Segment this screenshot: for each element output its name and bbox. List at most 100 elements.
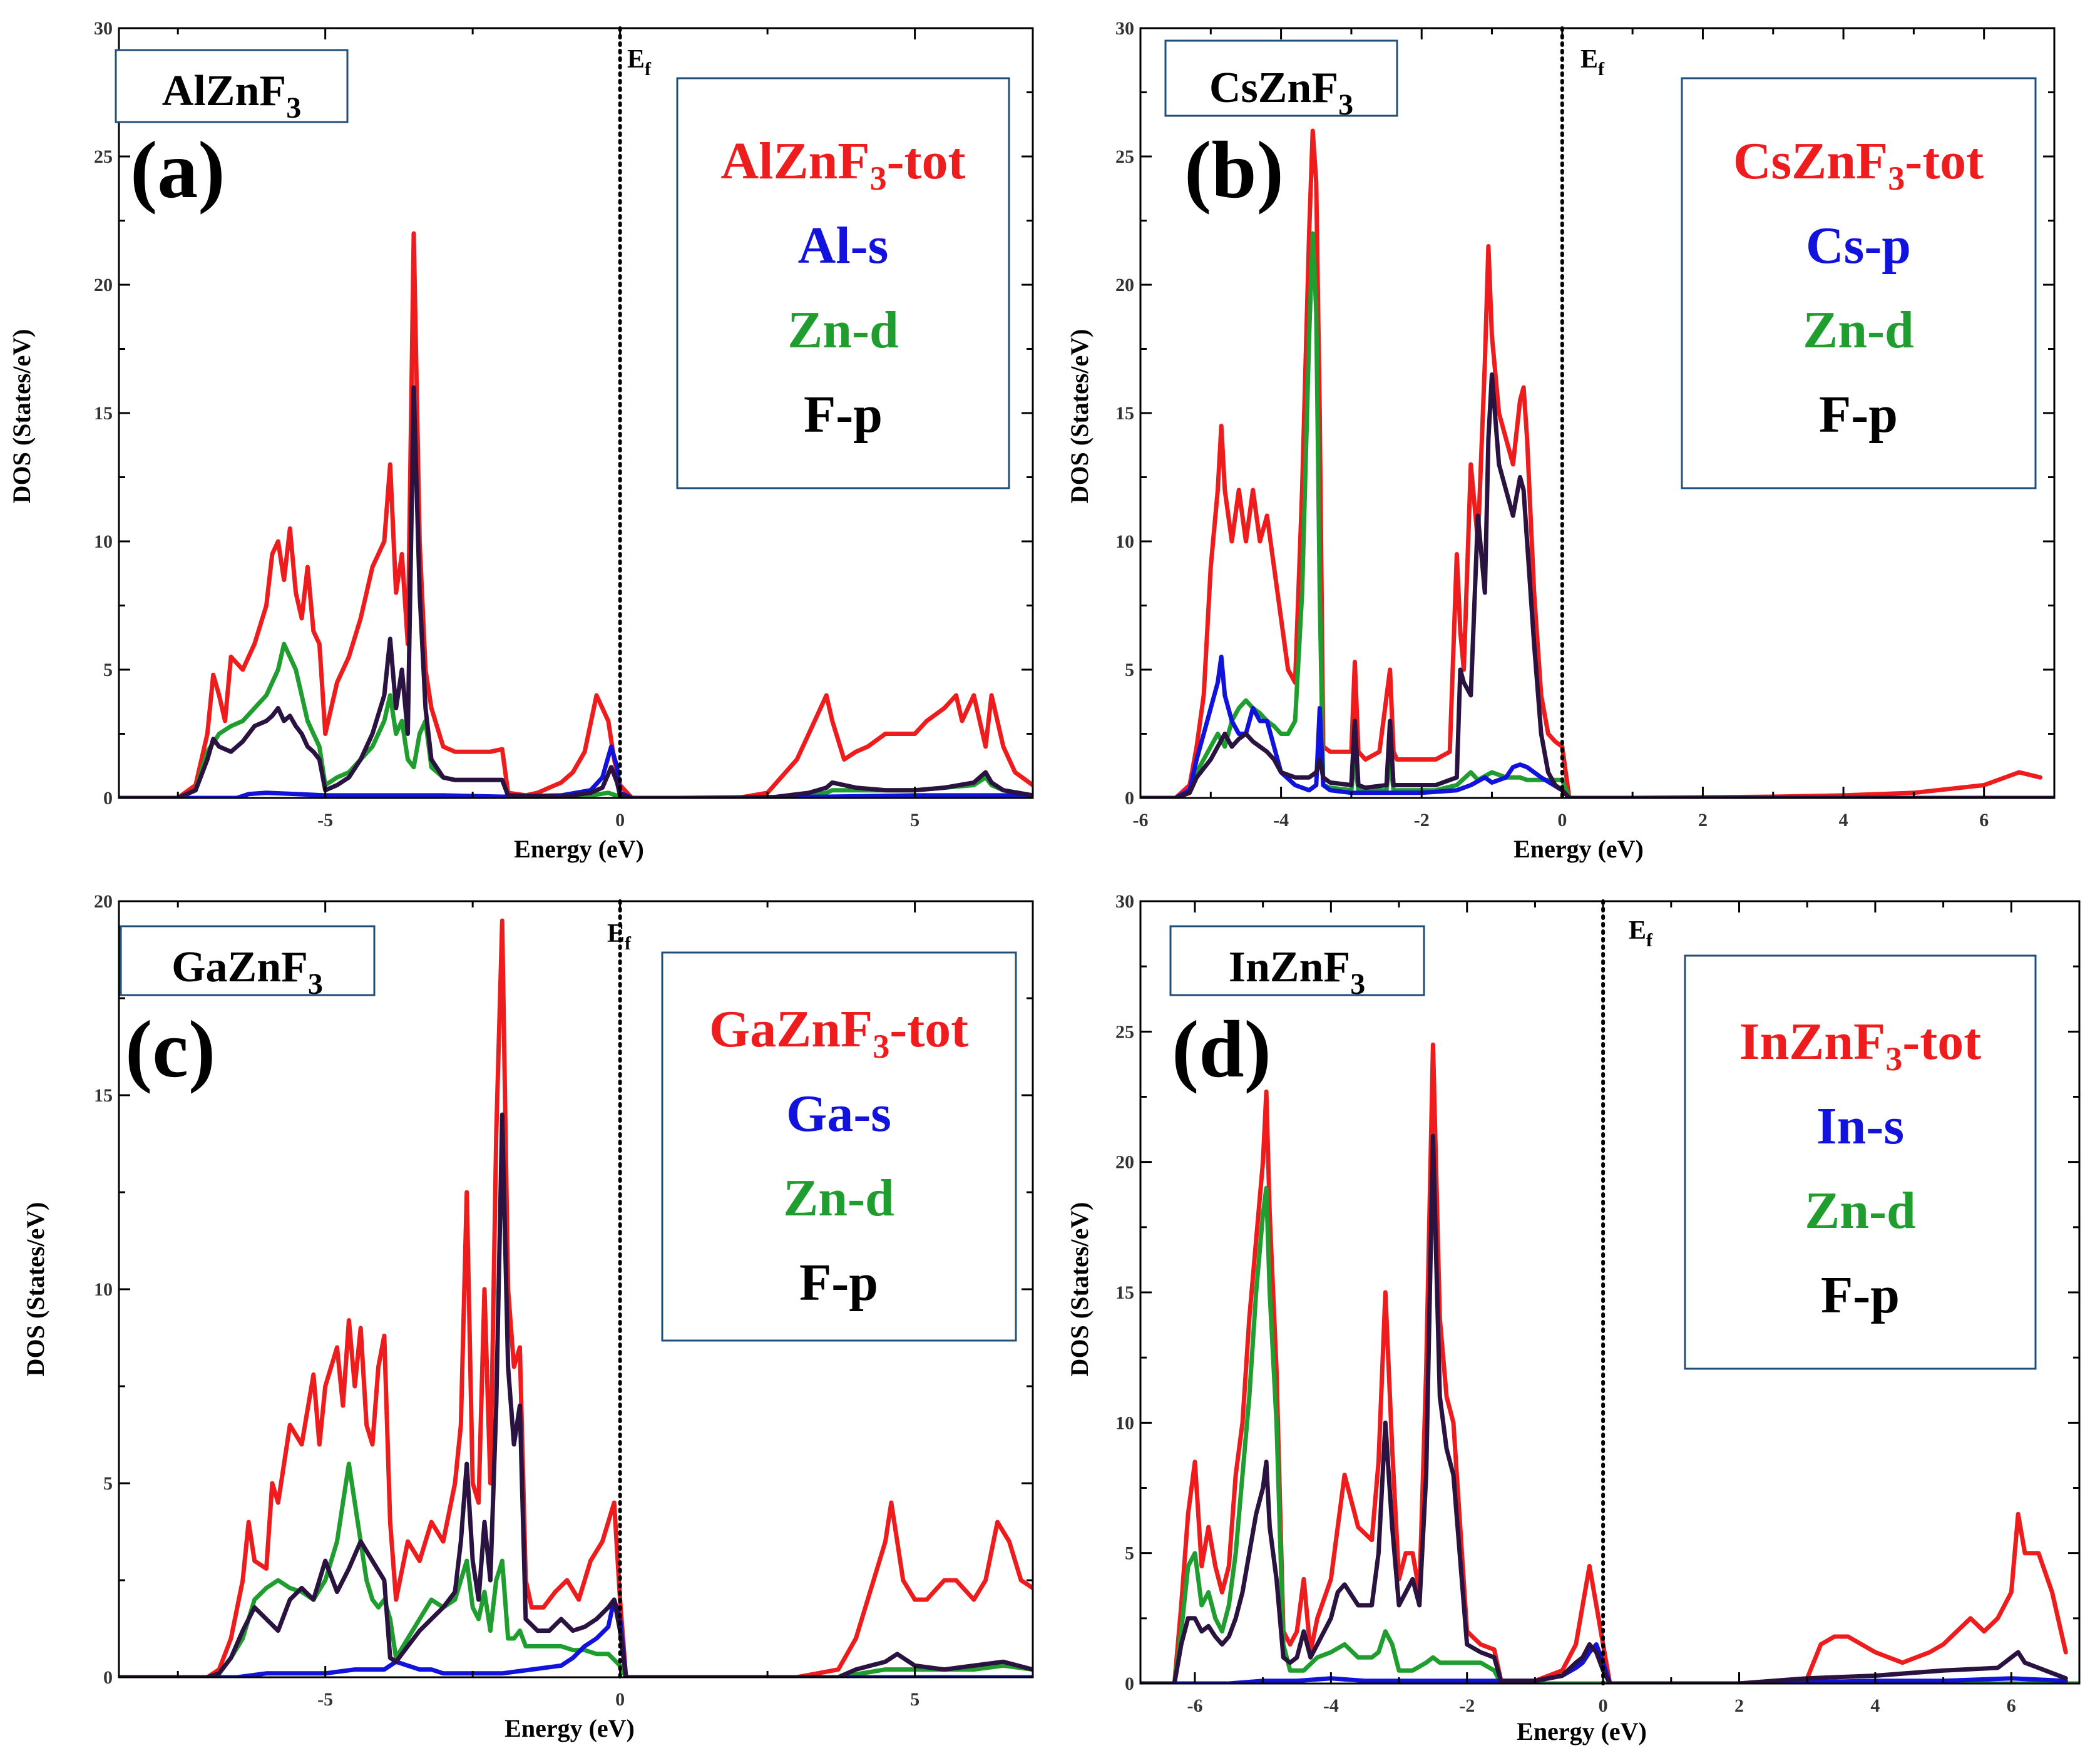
legend-entry: GaZnF3-tot [709, 1000, 968, 1065]
dos-series-line [1140, 1133, 2068, 1684]
y-tick-label: 30 [94, 18, 113, 39]
y-tick-label: 25 [1115, 146, 1134, 167]
x-tick-label: -4 [1273, 810, 1289, 830]
legend-entry: F-p [1821, 1266, 1900, 1324]
y-tick-label: 30 [1115, 18, 1134, 39]
dos-curves [119, 231, 1033, 798]
y-tick-label: 25 [1115, 1021, 1134, 1042]
legend-entry: Cs-p [1806, 217, 1911, 275]
fermi-level-label: Ef [627, 45, 652, 79]
legend-entry: F-p [1819, 386, 1898, 444]
legend-box [1681, 77, 2037, 489]
x-tick-label: -6 [1133, 810, 1149, 830]
legend-entry: Zn-d [1805, 1182, 1915, 1240]
legend-entry: Zn-d [1803, 301, 1913, 359]
x-axis-label: Energy (eV) [1514, 835, 1644, 863]
dos-series-line [119, 918, 1033, 1677]
x-tick-label: 6 [1979, 810, 1989, 830]
y-tick-label: 5 [1125, 1543, 1134, 1564]
x-tick-label: 2 [1734, 1695, 1744, 1716]
x-axis-label: Energy (eV) [1517, 1717, 1647, 1745]
compound-label-box [1169, 925, 1425, 996]
legend-box [676, 77, 1010, 489]
panel-letter: (a) [130, 125, 225, 215]
fermi-level-label: Ef [607, 919, 632, 954]
legend-entry: AlZnF3-tot [721, 132, 966, 197]
compound-label: AlZnF3 [162, 67, 301, 125]
panel-letter: (b) [1184, 125, 1284, 215]
y-tick-label: 0 [103, 788, 113, 809]
y-axis-label: DOS (States/eV) [1065, 1202, 1094, 1377]
x-tick-label: 0 [1557, 810, 1567, 830]
y-tick-label: 20 [94, 275, 113, 295]
y-tick-label: 5 [103, 1473, 113, 1494]
dos-series-line [119, 231, 1033, 798]
dos-panel-1: Ef -5 0 5 0 5 10 15 20 25 30 Energy (eV) DOS (States… [8, 18, 1034, 863]
y-tick-label: 20 [94, 891, 113, 912]
x-tick-label: 5 [910, 1689, 919, 1710]
dos-series-line [1140, 128, 2042, 798]
dos-panel-2: Ef -6 -4 -2 0 2 4 6 0 5 10 15 20 25 30 Energy (eV) DOS (… [1065, 18, 2056, 863]
panel-letter: (d) [1172, 1004, 1271, 1095]
x-tick-label: -5 [317, 810, 333, 830]
y-tick-label: 0 [1125, 1674, 1134, 1694]
dos-series-line [1140, 1185, 2079, 1684]
x-tick-label: 0 [615, 810, 625, 830]
y-tick-label: 10 [94, 531, 113, 552]
y-tick-label: 10 [1115, 531, 1134, 552]
dos-series-line [119, 1461, 1033, 1677]
y-tick-label: 25 [94, 146, 113, 167]
x-tick-label: 5 [910, 810, 919, 830]
y-tick-label: 0 [103, 1667, 113, 1688]
legend-entry: Zn-d [783, 1169, 894, 1227]
x-axis-label: Energy (eV) [514, 835, 644, 863]
y-tick-label: 20 [1115, 275, 1134, 295]
compound-label: CsZnF3 [1209, 64, 1353, 121]
x-tick-label: 4 [1839, 810, 1848, 830]
y-tick-label: 15 [94, 403, 113, 424]
legend-entry: F-p [799, 1254, 878, 1312]
dos-curves [1140, 1042, 2079, 1684]
y-tick-label: 10 [1115, 1413, 1134, 1433]
y-axis-label: DOS (States/eV) [21, 1202, 49, 1377]
x-tick-label: -2 [1459, 1695, 1475, 1716]
y-axis-label: DOS (States/eV) [1065, 329, 1094, 504]
compound-label-box [1164, 39, 1398, 117]
y-tick-label: 5 [1125, 660, 1134, 680]
legend-entry: In-s [1816, 1097, 1904, 1155]
y-tick-label: 30 [1115, 891, 1134, 912]
dos-series-line [1140, 655, 2054, 798]
dos-series-line [1140, 1642, 2068, 1684]
compound-label-box [120, 925, 376, 996]
x-tick-label: 0 [1599, 1695, 1608, 1716]
x-tick-label: -2 [1414, 810, 1430, 830]
legend-entry: Al-s [798, 217, 889, 275]
dos-series-line [1140, 372, 2054, 798]
panel-letter: (c) [125, 1004, 215, 1095]
x-tick-label: 4 [1870, 1695, 1880, 1716]
dos-series-line [119, 385, 1033, 798]
x-tick-label: -4 [1323, 1695, 1339, 1716]
fermi-level-label: Ef [1580, 45, 1605, 79]
compound-label: GaZnF3 [172, 943, 323, 1001]
y-tick-label: 15 [94, 1085, 113, 1106]
y-tick-label: 10 [94, 1279, 113, 1300]
fermi-level-label: Ef [1629, 916, 1653, 951]
dos-series-line [119, 641, 1033, 798]
y-tick-label: 20 [1115, 1152, 1134, 1173]
legend-entry: Ga-s [786, 1085, 891, 1143]
legend-entry: Zn-d [787, 301, 898, 359]
x-tick-label: 2 [1698, 810, 1708, 830]
y-tick-label: 15 [1115, 403, 1134, 424]
compound-label: InZnF3 [1229, 943, 1366, 1001]
x-tick-label: 0 [615, 1689, 625, 1710]
x-tick-label: 6 [2007, 1695, 2016, 1716]
y-tick-label: 15 [1115, 1282, 1134, 1303]
y-tick-label: 0 [1125, 788, 1134, 809]
x-tick-label: -6 [1187, 1695, 1202, 1716]
legend-entry: F-p [804, 386, 883, 444]
compound-label-box [115, 49, 349, 123]
y-tick-label: 5 [103, 660, 113, 680]
legend-box [661, 951, 1017, 1342]
